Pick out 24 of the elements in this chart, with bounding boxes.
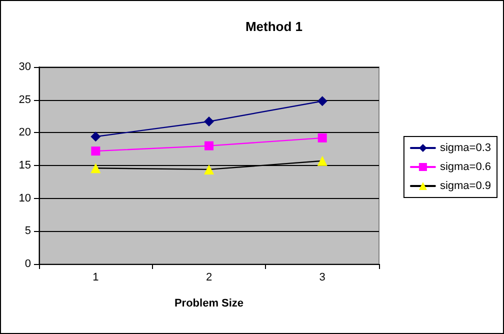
point [318, 133, 327, 142]
y-tick-label: 20 [18, 126, 31, 139]
x-tick-label: 2 [206, 272, 212, 284]
legend-label: sigma=0.9 [440, 180, 492, 192]
legend-label: sigma=0.3 [440, 142, 492, 154]
y-tick-label: 25 [18, 94, 31, 106]
point [317, 96, 328, 106]
point [204, 141, 214, 150]
y-tick-label: 0 [24, 258, 31, 270]
point [90, 163, 101, 174]
x-tick-label: 1 [92, 272, 99, 284]
point [90, 132, 101, 142]
y-tick-label: 10 [18, 192, 31, 204]
y-tick-label: 15 [18, 160, 31, 172]
point [204, 164, 214, 174]
x-tick-label: 3 [319, 272, 326, 284]
point [91, 146, 100, 156]
point [317, 156, 328, 166]
x-axis-title: Problem Size [174, 298, 244, 310]
legend-label: sigma=0.6 [440, 161, 492, 173]
chart-title: Method 1 [245, 19, 303, 34]
point [204, 116, 214, 127]
y-tick-label: 5 [24, 225, 31, 238]
y-tick-label: 30 [18, 61, 31, 73]
